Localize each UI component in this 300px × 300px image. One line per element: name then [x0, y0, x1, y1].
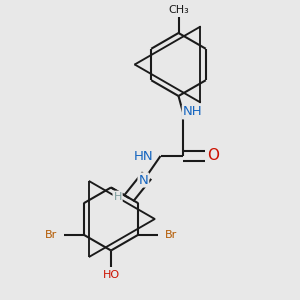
Text: Br: Br	[44, 230, 57, 240]
Text: CH₃: CH₃	[168, 5, 189, 15]
Text: Br: Br	[165, 230, 178, 240]
Text: N: N	[139, 173, 148, 187]
Text: H: H	[113, 191, 122, 202]
Text: HN: HN	[134, 149, 153, 163]
Text: HO: HO	[102, 269, 120, 280]
Text: O: O	[207, 148, 219, 164]
Text: NH: NH	[183, 105, 202, 119]
